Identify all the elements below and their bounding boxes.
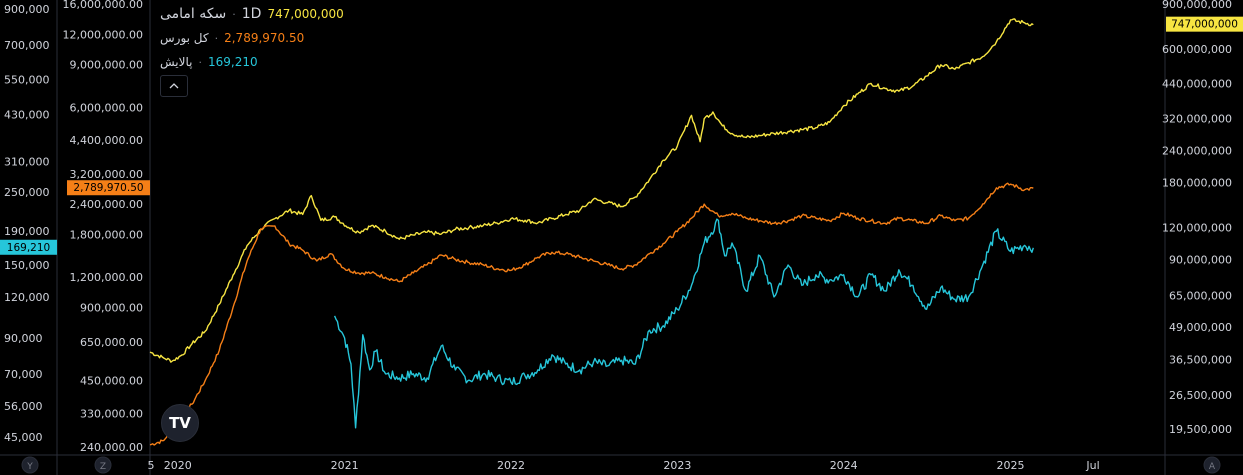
y-tick-label-far_left: 150,000 xyxy=(4,259,50,272)
x-tick-label: 5 xyxy=(148,459,155,472)
legend-timeframe: 1D xyxy=(241,6,262,22)
y-tick-label-left: 3,200,000.00 xyxy=(70,168,143,181)
y-tick-label-far_left: 70,000 xyxy=(4,368,43,381)
y-tick-label-right: 65,000,000 xyxy=(1169,289,1232,302)
series-line-2[interactable] xyxy=(149,182,1034,446)
legend-main-name: سکه امامی xyxy=(160,6,227,22)
y-tick-label-left: 450,000.00 xyxy=(80,375,143,388)
y-tick-label-far_left: 310,000 xyxy=(4,155,50,168)
x-tick-label: 2021 xyxy=(331,459,359,472)
last-value-label-left: 2,789,970.50 xyxy=(73,182,143,194)
y-tick-label-right: 90,000,000 xyxy=(1169,253,1232,266)
legend-separator: · xyxy=(198,55,202,69)
last-value-label-far_left: 169,210 xyxy=(7,242,50,254)
y-tick-label-right: 180,000,000 xyxy=(1162,177,1232,190)
y-tick-label-right: 120,000,000 xyxy=(1162,221,1232,234)
corner-button-label-left_z: Z xyxy=(100,462,106,472)
y-tick-label-left: 1,800,000.00 xyxy=(70,228,143,241)
y-tick-label-far_left: 550,000 xyxy=(4,73,50,86)
tradingview-logo-text: TV xyxy=(169,414,191,432)
y-tick-label-right: 900,000,000 xyxy=(1162,0,1232,11)
last-value-tag-right xyxy=(1166,16,1243,32)
y-tick-label-right: 26,500,000 xyxy=(1169,389,1232,402)
y-tick-label-far_left: 430,000 xyxy=(4,109,50,122)
chevron-up-icon xyxy=(169,83,179,89)
y-tick-label-left: 1,200,000.00 xyxy=(70,271,143,284)
legend-separator: · xyxy=(232,7,236,21)
y-tick-label-left: 2,400,000.00 xyxy=(70,198,143,211)
legend-s3-name: پالایش xyxy=(160,55,193,69)
corner-button-left_z[interactable] xyxy=(94,456,112,474)
y-tick-label-left: 900,000.00 xyxy=(80,302,143,315)
y-tick-label-left: 9,000,000.00 xyxy=(70,59,143,72)
y-tick-label-left: 6,000,000.00 xyxy=(70,101,143,114)
legend-s2-value: 2,789,970.50 xyxy=(224,31,305,45)
corner-button-left_y[interactable] xyxy=(21,456,39,474)
y-tick-label-far_left: 190,000 xyxy=(4,225,50,238)
y-tick-label-far_left: 250,000 xyxy=(4,186,50,199)
legend-s2-name: کل بورس xyxy=(160,31,209,45)
last-value-tag-far_left xyxy=(0,239,57,255)
x-tick-label: 2025 xyxy=(997,459,1025,472)
y-tick-label-left: 330,000.00 xyxy=(80,407,143,420)
y-tick-label-right: 49,000,000 xyxy=(1169,321,1232,334)
y-tick-label-far_left: 900,000 xyxy=(4,3,50,16)
legend-s3-value: 169,210 xyxy=(207,55,258,69)
y-tick-label-right: 440,000,000 xyxy=(1162,77,1232,90)
corner-button-label-right_a: A xyxy=(1209,462,1216,472)
y-tick-label-right: 320,000,000 xyxy=(1162,113,1232,126)
x-tick-label: 2024 xyxy=(830,459,858,472)
y-tick-label-left: 650,000.00 xyxy=(80,336,143,349)
legend: سکه امامی · 1D 747,000,000 کل بورس · 2,7… xyxy=(160,2,344,74)
legend-row-main[interactable]: سکه امامی · 1D 747,000,000 xyxy=(160,2,344,26)
x-tick-label: 2020 xyxy=(164,459,192,472)
y-tick-label-left: 240,000.00 xyxy=(80,441,143,454)
last-value-label-right: 747,000,000 xyxy=(1171,19,1238,31)
y-tick-label-far_left: 56,000 xyxy=(4,400,43,413)
corner-button-right_a[interactable] xyxy=(1203,456,1221,474)
series-line-3[interactable] xyxy=(333,218,1034,429)
y-tick-label-right: 600,000,000 xyxy=(1162,43,1232,56)
y-tick-label-left: 16,000,000.00 xyxy=(63,0,143,11)
last-value-tag-left xyxy=(67,180,150,196)
x-tick-label: 2022 xyxy=(497,459,525,472)
y-tick-label-right: 240,000,000 xyxy=(1162,145,1232,158)
legend-separator: · xyxy=(214,31,219,45)
tradingview-logo[interactable]: TV xyxy=(161,404,199,442)
legend-collapse-button[interactable] xyxy=(160,75,188,97)
y-tick-label-far_left: 120,000 xyxy=(4,291,50,304)
y-tick-label-left: 12,000,000.00 xyxy=(63,28,143,41)
y-tick-label-far_left: 90,000 xyxy=(4,332,43,345)
y-tick-label-right: 36,500,000 xyxy=(1169,353,1232,366)
y-tick-label-right: 19,500,000 xyxy=(1169,423,1232,436)
series-line-1[interactable] xyxy=(149,18,1034,363)
y-tick-label-far_left: 700,000 xyxy=(4,39,50,52)
x-tick-label: 2023 xyxy=(663,459,691,472)
y-tick-label-left: 4,400,000.00 xyxy=(70,134,143,147)
legend-row-s3[interactable]: پالایش · 169,210 xyxy=(160,50,344,74)
legend-main-value: 747,000,000 xyxy=(267,7,344,21)
legend-row-s2[interactable]: کل بورس · 2,789,970.50 xyxy=(160,26,344,50)
x-tick-label: Jul xyxy=(1085,459,1099,472)
y-tick-label-far_left: 45,000 xyxy=(4,431,43,444)
corner-button-label-left_y: Y xyxy=(26,462,33,472)
